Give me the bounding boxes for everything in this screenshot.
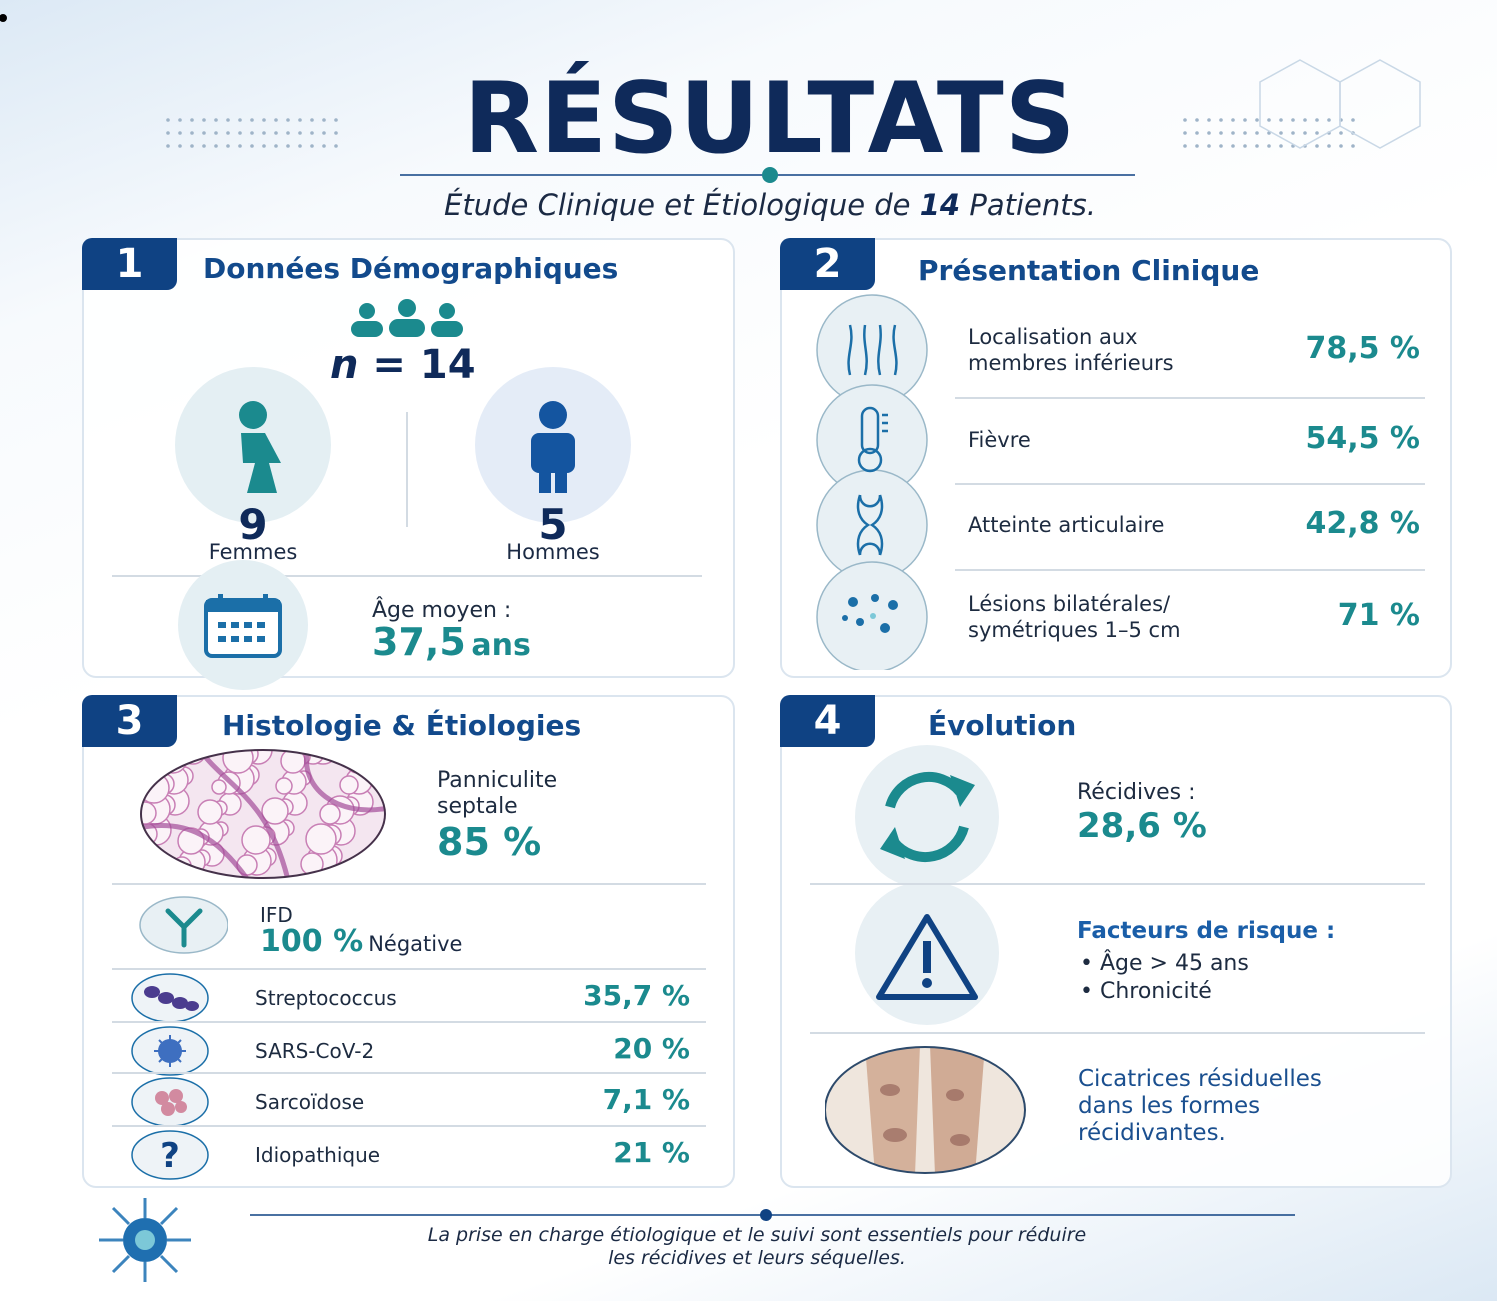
- etiology-label: SARS-CoV-2: [255, 1038, 374, 1064]
- divider: [112, 1072, 706, 1074]
- age-value: 37,5 ans: [372, 620, 531, 664]
- subtitle-suffix: Patients.: [969, 188, 1096, 222]
- recurrence-value: 28,6 %: [1077, 806, 1207, 846]
- scars-text: Cicatrices résiduelles dans les formes r…: [1078, 1066, 1322, 1147]
- risk-text: Chronicité: [1100, 979, 1212, 1004]
- section-title: Évolution: [928, 709, 1076, 742]
- clinical-icons: [815, 290, 930, 670]
- title: RÉSULTATS: [370, 62, 1170, 176]
- evolution-icons: [825, 745, 1030, 1175]
- people-icon: [345, 298, 470, 340]
- page: RÉSULTATS Étude Clinique et Étiologique …: [0, 0, 1497, 1301]
- clinical-value: 54,5 %: [1220, 421, 1420, 456]
- divider: [810, 1032, 1425, 1034]
- ifd-text: Négative: [368, 932, 462, 956]
- svg-text:?: ?: [160, 1136, 180, 1176]
- footer-line: La prise en charge étiologique et le sui…: [257, 1224, 1257, 1247]
- clinical-label: Atteinte articulaire: [968, 512, 1164, 538]
- section-title: Données Démographiques: [203, 252, 618, 285]
- divider: [955, 397, 1425, 399]
- section-title: Histologie & Étiologies: [222, 709, 581, 742]
- divider: [955, 483, 1425, 485]
- ifd-result: 100 % Négative: [260, 924, 462, 959]
- footer-text: La prise en charge étiologique et le sui…: [257, 1224, 1257, 1270]
- clinical-value: 42,8 %: [1220, 506, 1420, 541]
- etiology-value: 7,1 %: [490, 1083, 690, 1116]
- divider: [112, 883, 706, 885]
- ifd-value: 100 %: [260, 924, 363, 959]
- clinical-label-line: Fièvre: [968, 427, 1031, 453]
- histology-image: [138, 748, 388, 880]
- calendar-icon: [178, 560, 308, 690]
- clinical-label-line: Atteinte articulaire: [968, 512, 1164, 538]
- clinical-label-line: Localisation aux: [968, 324, 1174, 350]
- divider: [112, 968, 706, 970]
- clinical-label: Fièvre: [968, 427, 1031, 453]
- risk-item: • Chronicité: [1080, 978, 1249, 1006]
- clinical-label-line: Lésions bilatérales/: [968, 591, 1181, 617]
- footer-line: les récidives et leurs séquelles.: [257, 1247, 1257, 1270]
- clinical-label-line: symétriques 1–5 cm: [968, 617, 1181, 643]
- age-unit: ans: [471, 628, 530, 663]
- etiology-value: 35,7 %: [490, 979, 690, 1012]
- divider: [112, 1125, 706, 1127]
- clinical-value: 71 %: [1220, 598, 1420, 633]
- subtitle-prefix: Étude Clinique et Étiologique de: [444, 188, 910, 222]
- clinical-label: Lésions bilatérales/symétriques 1–5 cm: [968, 591, 1181, 643]
- section-number: 2: [780, 238, 875, 290]
- etiology-label: Idiopathique: [255, 1142, 380, 1168]
- histology-value: 85 %: [437, 820, 541, 864]
- clinical-value: 78,5 %: [1220, 331, 1420, 366]
- etiology-label: Streptococcus: [255, 985, 397, 1011]
- etiology-label: Sarcoïdose: [255, 1089, 364, 1115]
- clinical-label-line: membres inférieurs: [968, 350, 1174, 376]
- histology-label-line: septale: [437, 794, 557, 820]
- risk-list: • Âge > 45 ans • Chronicité: [1080, 950, 1249, 1006]
- section-number: 1: [82, 238, 177, 290]
- histology-label-line: Panniculite: [437, 768, 557, 794]
- etiology-value: 20 %: [490, 1032, 690, 1065]
- divider: [955, 569, 1425, 571]
- section-title: Présentation Clinique: [918, 254, 1259, 287]
- risk-text: Âge > 45 ans: [1100, 951, 1249, 976]
- scars-line: récidivantes.: [1078, 1120, 1322, 1147]
- risk-title: Facteurs de risque :: [1077, 918, 1335, 944]
- subtitle: Étude Clinique et Étiologique de 14 Pati…: [270, 188, 1270, 222]
- etiology-icons: ?: [128, 968, 218, 1188]
- section-number: 4: [780, 695, 875, 747]
- antibody-icon: [138, 895, 228, 955]
- age-number: 37,5: [372, 620, 466, 664]
- scars-line: Cicatrices résiduelles: [1078, 1066, 1322, 1093]
- scars-line: dans les formes: [1078, 1093, 1322, 1120]
- section-number: 3: [82, 695, 177, 747]
- men-label: Hommes: [483, 540, 623, 564]
- divider: [810, 883, 1425, 885]
- risk-item: • Âge > 45 ans: [1080, 950, 1249, 978]
- etiology-value: 21 %: [490, 1136, 690, 1169]
- subtitle-count: 14: [920, 188, 960, 222]
- divider: [112, 1021, 706, 1023]
- recurrence-label: Récidives :: [1077, 780, 1196, 806]
